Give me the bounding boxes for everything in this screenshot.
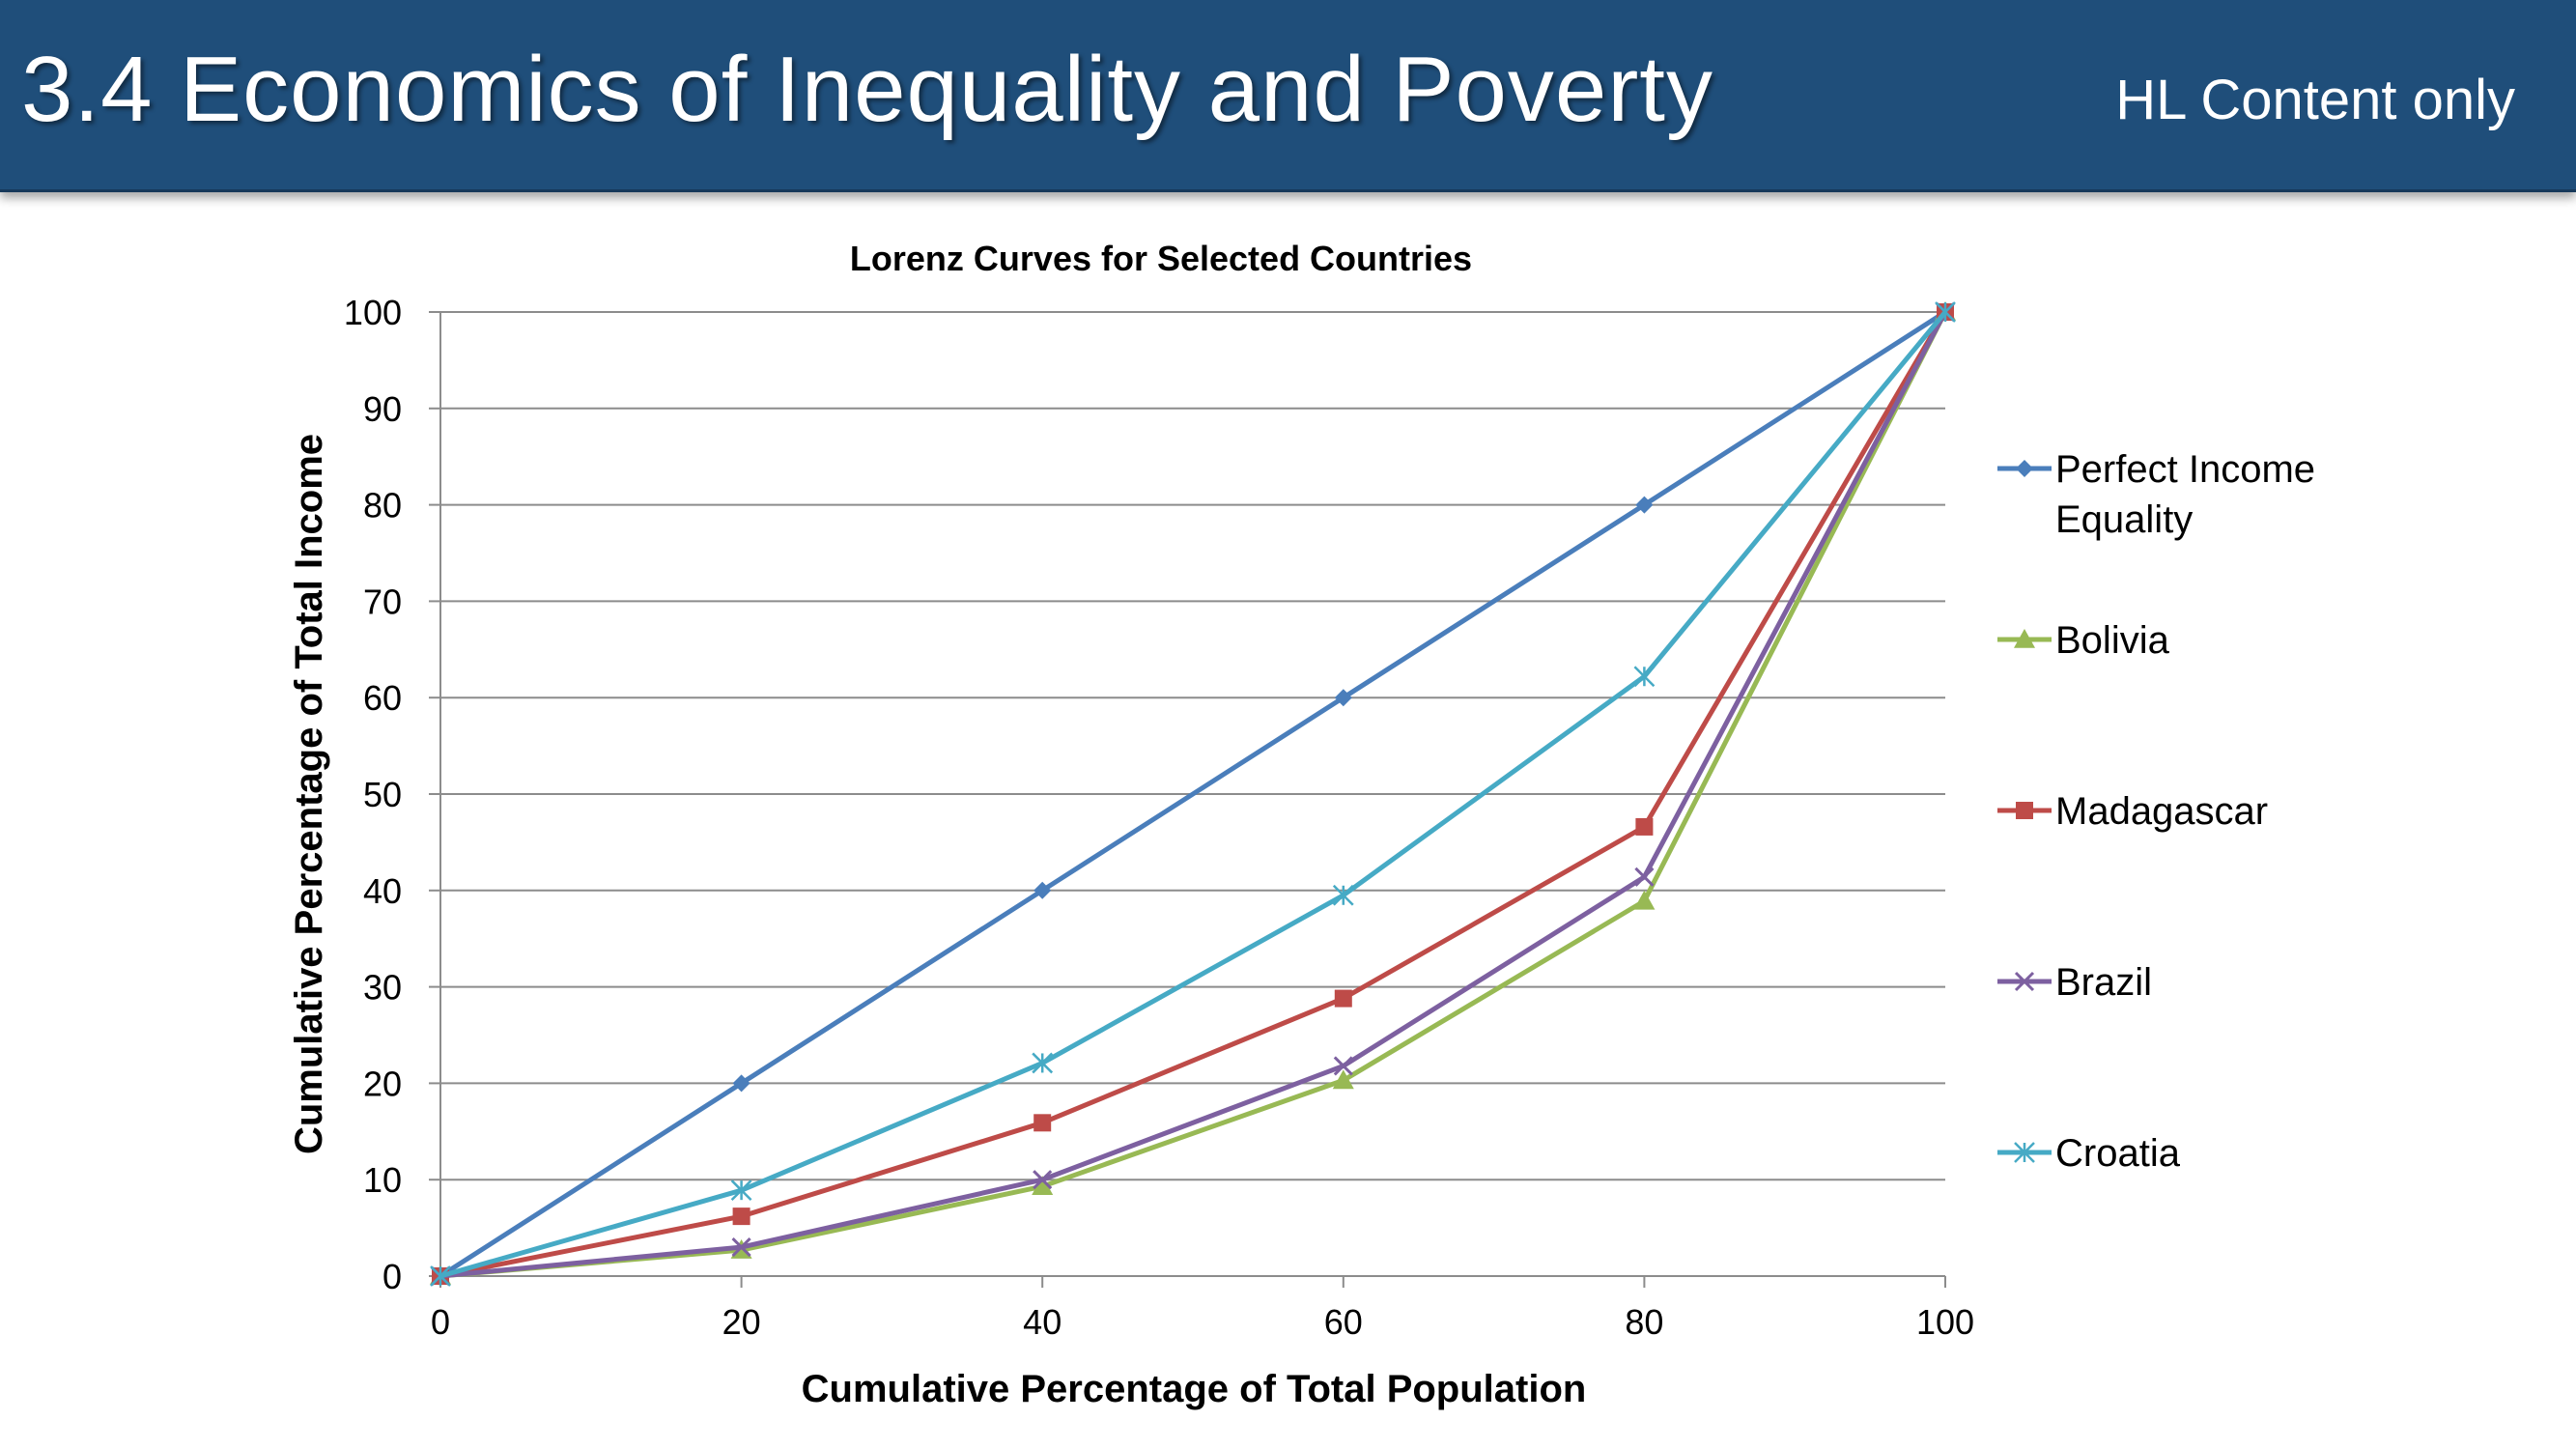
diamond-marker xyxy=(2016,460,2033,477)
star-marker xyxy=(730,1179,752,1202)
x-marker xyxy=(1333,1056,1353,1076)
square-marker xyxy=(1635,817,1654,836)
series-line xyxy=(439,310,1948,1279)
axes xyxy=(429,311,1946,1288)
series-croatia xyxy=(430,301,1956,1287)
legend-item: Perfect Income Equality xyxy=(1997,448,2315,541)
x-marker xyxy=(2014,971,2035,992)
x-tick-label: 60 xyxy=(1324,1302,1363,1342)
legend-item: Madagascar xyxy=(1997,790,2268,833)
x-marker xyxy=(731,1236,751,1258)
x-tick-label: 100 xyxy=(1916,1302,1974,1342)
y-tick-label: 0 xyxy=(382,1257,402,1296)
y-tick-label: 70 xyxy=(363,582,402,621)
legend: Perfect Income Equality Bolivia Madagascar B… xyxy=(1997,448,2315,1175)
star-marker xyxy=(1935,301,1956,323)
y-tick-label: 10 xyxy=(363,1160,402,1200)
series-line xyxy=(439,310,1947,1279)
y-tick-label: 40 xyxy=(363,871,402,911)
x-axis-title: Cumulative Percentage of Total Populatio… xyxy=(802,1368,1587,1410)
x-tick-label: 80 xyxy=(1625,1302,1663,1342)
slide-title: 3.4 Economics of Inequality and Poverty xyxy=(21,38,1713,141)
series-group xyxy=(430,301,1956,1287)
triangle-marker xyxy=(1032,1176,1054,1195)
slide-subtitle: HL Content only xyxy=(2115,69,2515,131)
star-marker xyxy=(1032,1052,1054,1074)
legend-label: Brazil xyxy=(2055,961,2152,1004)
x-tick-label: 0 xyxy=(431,1302,450,1342)
y-tick-label: 80 xyxy=(363,486,402,526)
series-line xyxy=(439,310,1948,1279)
gridlines xyxy=(440,311,1945,1181)
square-marker xyxy=(1033,1114,1052,1132)
diamond-marker xyxy=(1635,496,1654,514)
legend-label: Perfect Income Equality xyxy=(2055,448,2315,541)
star-marker xyxy=(430,1265,451,1287)
y-tick-label: 20 xyxy=(363,1064,402,1103)
star-marker xyxy=(1332,884,1354,906)
square-marker xyxy=(1334,989,1352,1008)
title-banner: 3.4 Economics of Inequality and Poverty … xyxy=(0,0,2576,192)
legend-item: Brazil xyxy=(1997,961,2152,1004)
x-tick-label: 40 xyxy=(1023,1302,1062,1342)
chart-title: Lorenz Curves for Selected Countries xyxy=(850,239,1472,278)
x-marker xyxy=(1634,867,1655,887)
y-tick-label: 50 xyxy=(363,775,402,814)
x-tick-label: 20 xyxy=(722,1302,761,1342)
diamond-marker xyxy=(1334,689,1352,707)
y-tick-label: 100 xyxy=(344,293,402,332)
legend-label: Bolivia xyxy=(2055,619,2170,662)
star-marker xyxy=(1633,666,1656,688)
legend-label: Croatia xyxy=(2055,1132,2181,1175)
y-axis-title: Cumulative Percentage of Total Income xyxy=(288,434,330,1154)
y-tick-label: 30 xyxy=(363,968,402,1008)
square-marker xyxy=(732,1208,750,1226)
diamond-marker xyxy=(732,1074,750,1093)
legend-item: Croatia xyxy=(1997,1132,2181,1175)
tick-labels: 0 10 20 30 40 50 60 70 80 90 100 0 20 40 60 80 100 xyxy=(344,293,1974,1342)
triangle-marker xyxy=(1633,890,1656,910)
series-madagascar xyxy=(432,303,1954,1285)
star-marker xyxy=(2014,1142,2035,1163)
legend-label: Madagascar xyxy=(2055,790,2268,833)
series-line xyxy=(439,309,1947,1279)
legend-item: Bolivia xyxy=(1997,619,2170,662)
triangle-marker xyxy=(2014,629,2035,648)
square-marker xyxy=(2016,802,2033,819)
diamond-marker xyxy=(1033,881,1052,899)
y-tick-label: 60 xyxy=(363,678,402,718)
triangle-marker xyxy=(1332,1069,1354,1090)
x-marker xyxy=(1033,1170,1053,1190)
y-tick-label: 90 xyxy=(363,389,402,429)
